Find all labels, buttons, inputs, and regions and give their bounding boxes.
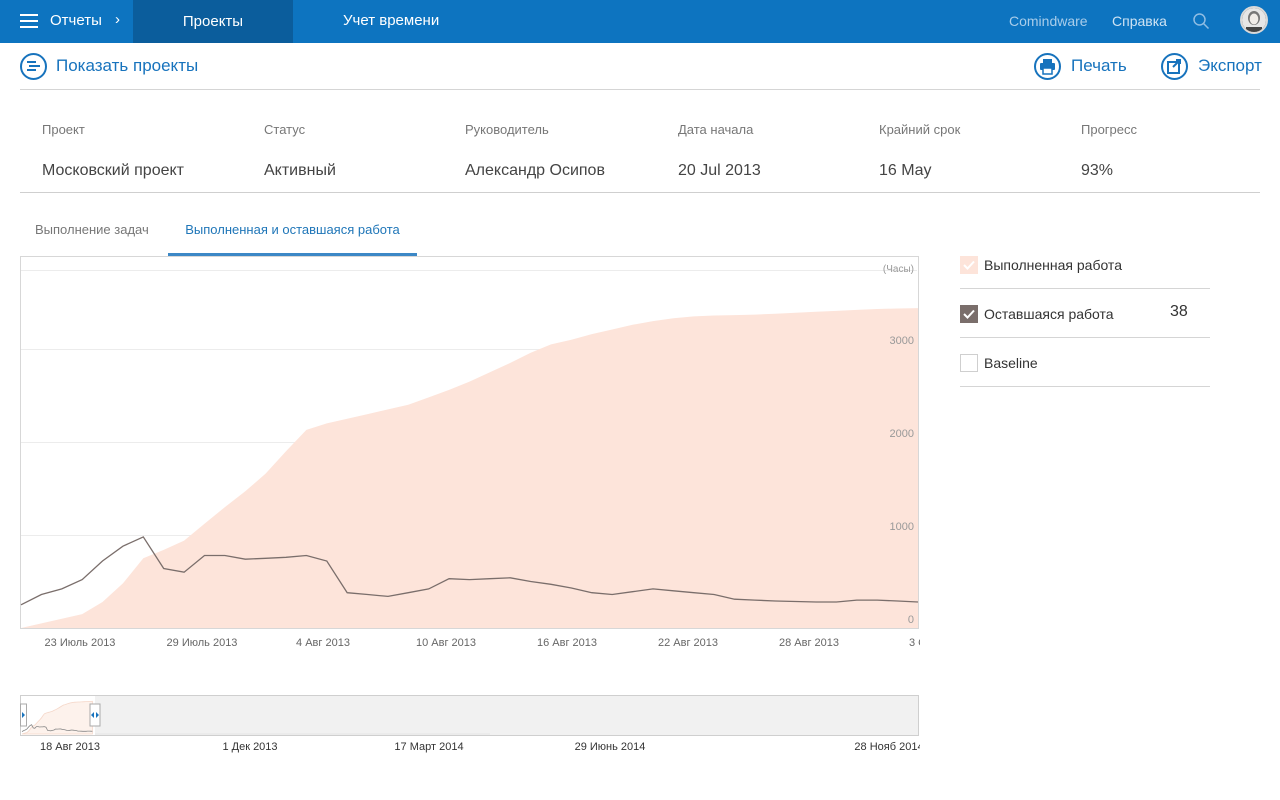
legend-item-completed[interactable]: Выполненная работа: [960, 240, 1210, 289]
header-project: Проект: [42, 122, 85, 137]
chart-navigator: 18 Авг 2013 1 Дек 2013 17 Март 2014 29 Июнь…: [20, 694, 924, 754]
search-icon[interactable]: [1192, 12, 1210, 30]
header-manager: Руководитель: [465, 122, 549, 137]
y-unit-label: (Часы): [883, 264, 914, 275]
export-button[interactable]: Экспорт: [1198, 56, 1262, 75]
brand-link[interactable]: Comindware: [1009, 13, 1088, 29]
navigator-mask[interactable]: [95, 696, 918, 735]
nav-reports-link[interactable]: Отчеты: [50, 12, 102, 29]
x-tick-label: 22 Авг 2013: [658, 637, 718, 649]
series-completed-area: [21, 308, 918, 628]
navigator-date-label: 1 Дек 2013: [222, 741, 277, 753]
navigator-date-label: 28 Нояб 2014: [854, 741, 920, 753]
header-start-date: Дата начала: [678, 122, 754, 137]
printer-icon[interactable]: [1034, 53, 1061, 80]
project-summary: Проект Статус Руководитель Дата начала К…: [20, 108, 1260, 193]
navigator-date-label: 17 Март 2014: [394, 741, 463, 753]
header-deadline: Крайний срок: [879, 122, 961, 137]
legend-item-remaining[interactable]: Оставшаяся работа 38: [960, 289, 1210, 338]
header-status: Статус: [264, 122, 306, 137]
user-avatar[interactable]: [1240, 6, 1268, 34]
x-tick-label: 3 Се: [909, 637, 920, 649]
x-tick-label: 29 Июль 2013: [167, 637, 238, 649]
x-tick-label: 16 Авг 2013: [537, 637, 597, 649]
navigator-handle-right-arrows[interactable]: [91, 712, 99, 718]
print-button[interactable]: Печать: [1071, 56, 1127, 75]
x-tick-label: 23 Июль 2013: [45, 637, 116, 649]
tab-task-completion[interactable]: Выполнение задач: [35, 222, 149, 237]
help-link[interactable]: Справка: [1112, 13, 1167, 29]
navigator-svg: 18 Авг 2013 1 Дек 2013 17 Март 2014 29 Июнь…: [20, 695, 924, 753]
chevron-right-icon: ›: [115, 11, 120, 28]
navigator-handle-left-arrow[interactable]: [22, 712, 25, 718]
chart-svg: 0 1000 2000 3000 (Часы) 23 Июль 2013 29 Июль 2…: [20, 256, 932, 649]
project-status: Активный: [264, 162, 336, 179]
project-manager: Александр Осипов: [465, 162, 605, 179]
project-progress: 93%: [1081, 162, 1114, 179]
y-tick-label: 0: [908, 614, 914, 626]
x-tick-label: 4 Авг 2013: [296, 637, 350, 649]
navigator-mini-line: [21, 724, 93, 732]
show-projects-icon[interactable]: [20, 53, 47, 80]
nav-projects-tab[interactable]: Проекты: [133, 0, 293, 43]
x-tick-label: 10 Авг 2013: [416, 637, 476, 649]
remaining-checkbox[interactable]: [960, 305, 978, 323]
x-tick-label: 28 Авг 2013: [779, 637, 839, 649]
burndown-chart: 0 1000 2000 3000 (Часы) 23 Июль 2013 29 Июль 2…: [20, 256, 932, 656]
legend-item-baseline[interactable]: Baseline: [960, 338, 1210, 387]
project-name: Московский проект: [42, 162, 184, 179]
completed-checkbox[interactable]: [960, 256, 978, 274]
baseline-checkbox[interactable]: [960, 354, 978, 372]
chart-legend: Выполненная работа Оставшаяся работа 38 …: [960, 240, 1210, 387]
export-icon[interactable]: [1161, 53, 1188, 80]
legend-label: Оставшаяся работа: [984, 306, 1114, 322]
y-tick-label: 1000: [890, 521, 914, 533]
top-navigation-bar: Отчеты › Проекты Учет времени Comindware…: [0, 0, 1280, 43]
header-progress: Прогресс: [1081, 122, 1138, 137]
navigator-handle-right[interactable]: [89, 703, 101, 727]
project-deadline: 16 May: [879, 162, 932, 179]
remaining-value: 38: [1170, 303, 1188, 320]
legend-label: Baseline: [984, 355, 1038, 371]
y-tick-label: 3000: [890, 335, 914, 347]
project-start-date: 20 Jul 2013: [678, 162, 761, 179]
navigator-date-label: 18 Авг 2013: [40, 741, 100, 753]
report-toolbar: Показать проекты Печать Экспорт: [20, 52, 1262, 90]
legend-label: Выполненная работа: [984, 257, 1122, 273]
hamburger-menu-icon[interactable]: [20, 14, 38, 28]
navigator-mini-area: [21, 700, 93, 735]
navigator-date-label: 29 Июнь 2014: [575, 741, 646, 753]
series-remaining-line: [20, 536, 919, 606]
y-tick-label: 2000: [890, 428, 914, 440]
show-projects-button[interactable]: Показать проекты: [56, 56, 199, 75]
nav-time-tracking-link[interactable]: Учет времени: [343, 12, 440, 29]
tab-completed-remaining-work[interactable]: Выполненная и оставшаяся работа: [168, 222, 417, 256]
